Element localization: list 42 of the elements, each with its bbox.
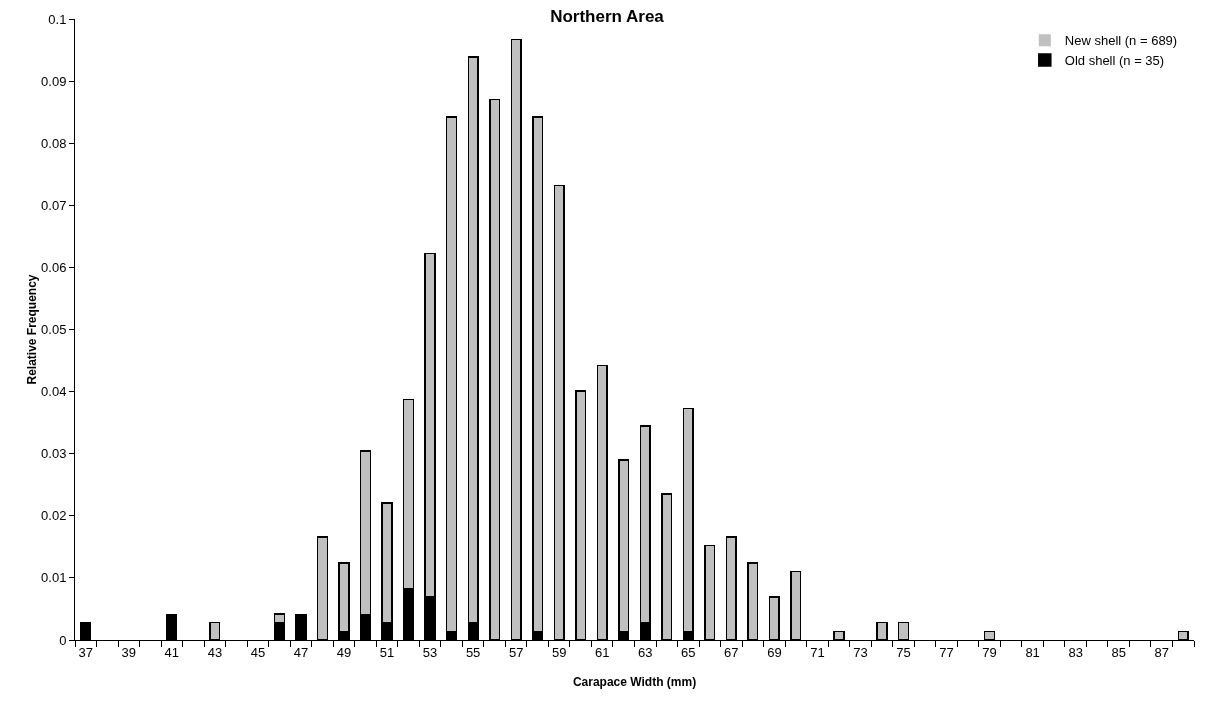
x-tick-label: 61 (594, 644, 610, 660)
x-tick-label: 39 (121, 644, 137, 660)
y-tick-label: 0.02 (41, 508, 67, 524)
y-tick-label: 0.06 (41, 259, 67, 275)
y-tick-label: 0 (59, 632, 67, 648)
legend-label: Old shell (n = 35) (1064, 53, 1165, 69)
x-tick-label: 49 (336, 644, 352, 660)
x-tick-label: 47 (293, 644, 309, 660)
x-tick-label: 73 (853, 644, 868, 660)
y-tick-label: 0.09 (41, 73, 67, 89)
x-tick-label: 51 (379, 644, 395, 660)
x-tick-label: 41 (164, 644, 180, 660)
x-tick-label: 57 (508, 644, 524, 660)
x-tick-label: 87 (1154, 644, 1169, 660)
x-tick-label: 67 (724, 644, 739, 660)
x-tick-label: 69 (767, 644, 782, 660)
x-tick-label: 65 (681, 644, 696, 660)
x-tick-label: 71 (810, 644, 825, 660)
x-tick-label: 43 (207, 644, 223, 660)
chart-title: Northern Area (550, 7, 665, 27)
y-tick-label: 0.03 (41, 446, 67, 462)
x-tick-label: 63 (638, 644, 653, 660)
legend-label: New shell (n = 689) (1064, 33, 1178, 49)
x-tick-label: 37 (78, 644, 93, 660)
y-tick-label: 0.07 (41, 197, 67, 213)
y-tick-label: 0.04 (41, 384, 67, 400)
y-tick-label: 0.05 (41, 322, 67, 338)
x-tick-label: 85 (1111, 644, 1126, 660)
y-tick-label: 0.01 (41, 570, 67, 586)
y-axis-title: Relative Frequency (25, 274, 40, 385)
x-tick-label: 77 (939, 644, 954, 660)
x-tick-label: 75 (896, 644, 911, 660)
y-tick-label: 0.1 (48, 11, 67, 27)
x-tick-label: 79 (982, 644, 997, 660)
x-tick-label: 45 (250, 644, 266, 660)
y-tick-label: 0.08 (41, 135, 67, 151)
x-tick-label: 59 (551, 644, 567, 660)
x-tick-label: 53 (422, 644, 438, 660)
x-tick-label: 55 (465, 644, 481, 660)
x-tick-label: 81 (1025, 644, 1040, 660)
x-tick-label: 83 (1068, 644, 1083, 660)
x-axis-title: Carapace Width (mm) (572, 675, 697, 689)
